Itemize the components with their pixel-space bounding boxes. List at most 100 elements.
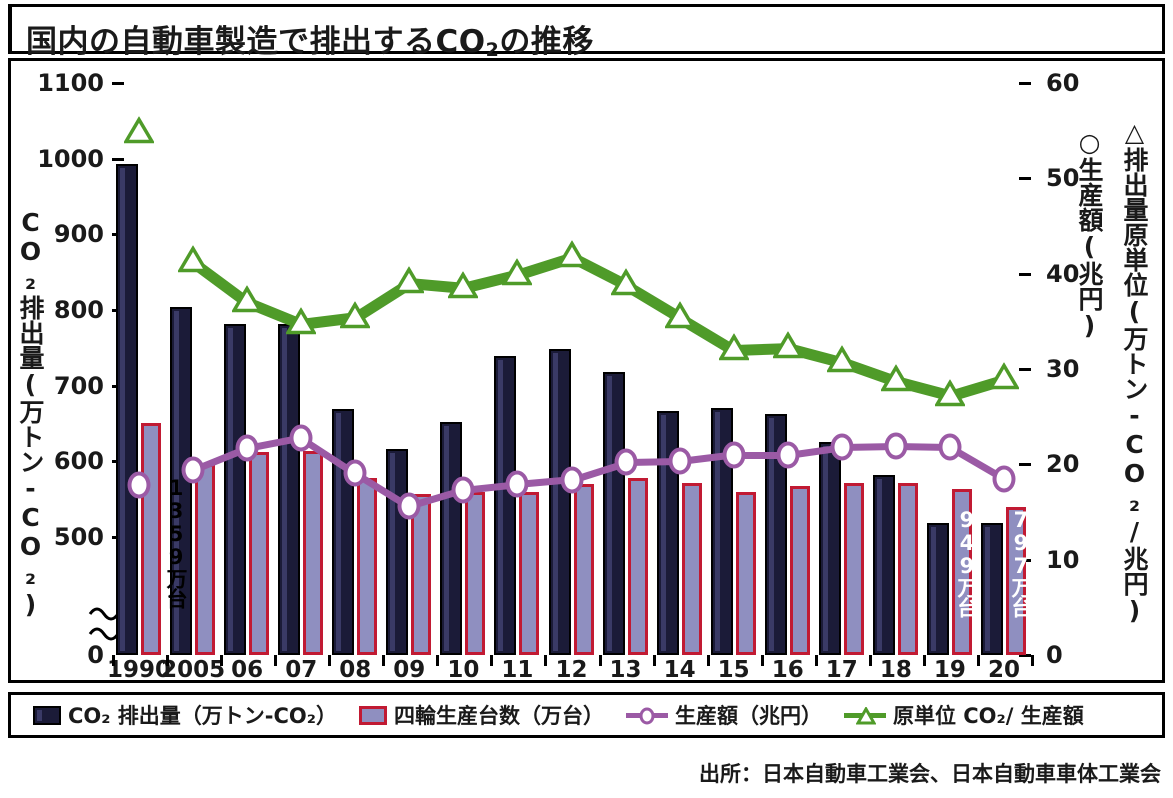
x-tick-15: 15 [717,657,750,683]
y-tick-left-0: 0 [87,641,104,669]
y-tick-right-20: 20 [1046,450,1080,479]
x-tickmark-minor [814,655,818,666]
marker-intensity-16 [771,331,804,365]
legend-swatch-output-icon [625,705,668,725]
legend-item-production_units[interactable]: 四輪生産台数（万台） [358,700,604,730]
legend-swatch-co2-icon [33,705,61,725]
line-segment [733,451,788,459]
page-title: 国内の自動車製造で排出するCO2の推移 [26,24,594,61]
x-tick-13: 13 [609,657,642,683]
marker-intensity-12 [555,240,588,274]
x-tick-06: 06 [231,657,264,683]
marker-output-value-10 [451,476,475,504]
bar-annotation-20: 797万台 [1008,508,1033,617]
bar-co2-09 [386,449,409,655]
legend-swatch-production-icon [358,705,387,725]
x-tick-18: 18 [879,657,912,683]
bar-production-13 [627,477,648,655]
marker-output-value-12 [560,466,583,494]
legend-item-co2[interactable]: CO₂ 排出量（万トン-CO₂） [33,700,337,730]
marker-output-value-13 [614,448,638,476]
marker-intensity-13 [609,268,642,302]
x-tick-17: 17 [825,657,858,683]
bar-production-2005 [195,463,216,655]
chart-legend: CO₂ 排出量（万トン-CO₂） 四輪生産台数（万台） 生産額（兆円） 原単位 CO₂… [8,692,1165,738]
title-bar: 国内の自動車製造で排出するCO2の推移 [8,4,1165,61]
bar-production-16 [789,486,810,655]
bar-production-1990 [141,422,162,655]
bar-production-19 [951,489,972,655]
bar-production-11 [519,491,540,655]
x-tickmark-minor [220,655,224,666]
x-tick-19: 19 [933,657,966,683]
bar-co2-06 [224,323,247,655]
marker-intensity-06 [231,285,264,319]
y-tick-right-60: 60 [1046,69,1080,97]
x-tickmark [112,655,115,666]
x-tickmark-minor [274,655,278,666]
bar-co2-17 [818,442,841,655]
marker-intensity-09 [393,266,426,300]
marker-intensity-20 [987,362,1021,396]
legend-item-output_value[interactable]: 生産額（兆円） [625,700,822,730]
y-tick-left-800: 800 [53,296,104,324]
bar-production-17 [843,482,864,655]
x-tick-2005: 2005 [161,657,226,683]
marker-intensity-10 [447,271,480,304]
x-tickmark-minor [328,655,332,666]
x-tickmark-minor [760,655,764,666]
y-tick-right-10: 10 [1046,545,1080,574]
y-tick-right-40: 40 [1046,259,1080,288]
x-tick-09: 09 [393,657,426,683]
x-tickmark-minor [544,655,548,666]
y-axis-left-title: CO₂排出量(万トン-CO₂) [16,208,45,619]
marker-output-value-07 [289,424,313,452]
x-tickmark-minor [652,655,656,666]
marker-output-value-08 [343,459,367,487]
y-tick-left-700: 700 [53,371,104,400]
y-tickmark-left [112,157,124,161]
marker-intensity-17 [825,345,858,379]
x-tickmark-minor [976,655,980,666]
y-tickmark-right [1019,177,1031,181]
legend-label: 四輪生産台数（万台） [393,704,604,728]
bar-production-09 [411,493,432,655]
bar-production-18 [897,482,918,655]
y-axis-right-title-intensity: △排出量原単位(万トン-CO₂/兆円) [1120,118,1149,625]
x-tickmark-minor [436,655,440,666]
bar-co2-11 [494,356,517,655]
x-tickmark-minor [490,655,494,666]
y-tick-right-30: 30 [1046,355,1080,383]
x-tickmark-minor [598,655,602,666]
axis-break-symbol [88,607,120,641]
marker-output-value-16 [776,441,800,469]
y-tick-left-1100: 1100 [37,69,104,97]
marker-intensity-19 [933,378,966,412]
y-tickmark-right [1019,654,1031,657]
x-tick-16: 16 [771,657,804,683]
marker-intensity-07 [285,307,318,341]
y-tickmark-left [112,82,124,85]
legend-label: 原単位 CO₂/ 生産額 [892,704,1084,728]
bar-co2-1990 [116,163,139,655]
bar-co2-20 [980,522,1003,655]
bar-production-14 [681,483,702,655]
marker-output-value-14 [668,447,692,475]
bar-production-15 [735,492,756,655]
bar-production-10 [465,492,486,655]
bar-annotation-1990: 1359万台 [164,476,189,608]
bar-co2-15 [710,407,733,655]
y-tickmark-right [1019,463,1031,467]
marker-output-value-15 [722,441,746,469]
bar-production-20 [1005,506,1026,655]
bar-production-07 [303,450,324,655]
bar-co2-13 [602,372,625,655]
source-note: 出所：日本自動車工業会、日本自動車車体工業会 [699,762,1161,786]
y-tick-left-1000: 1000 [37,144,104,173]
marker-output-value-2005 [181,456,205,484]
y-tickmark-right [1019,82,1031,85]
bar-co2-08 [332,409,355,655]
y-tick-left-900: 900 [53,220,104,249]
legend-item-intensity[interactable]: 原単位 CO₂/ 生産額 [843,700,1084,730]
